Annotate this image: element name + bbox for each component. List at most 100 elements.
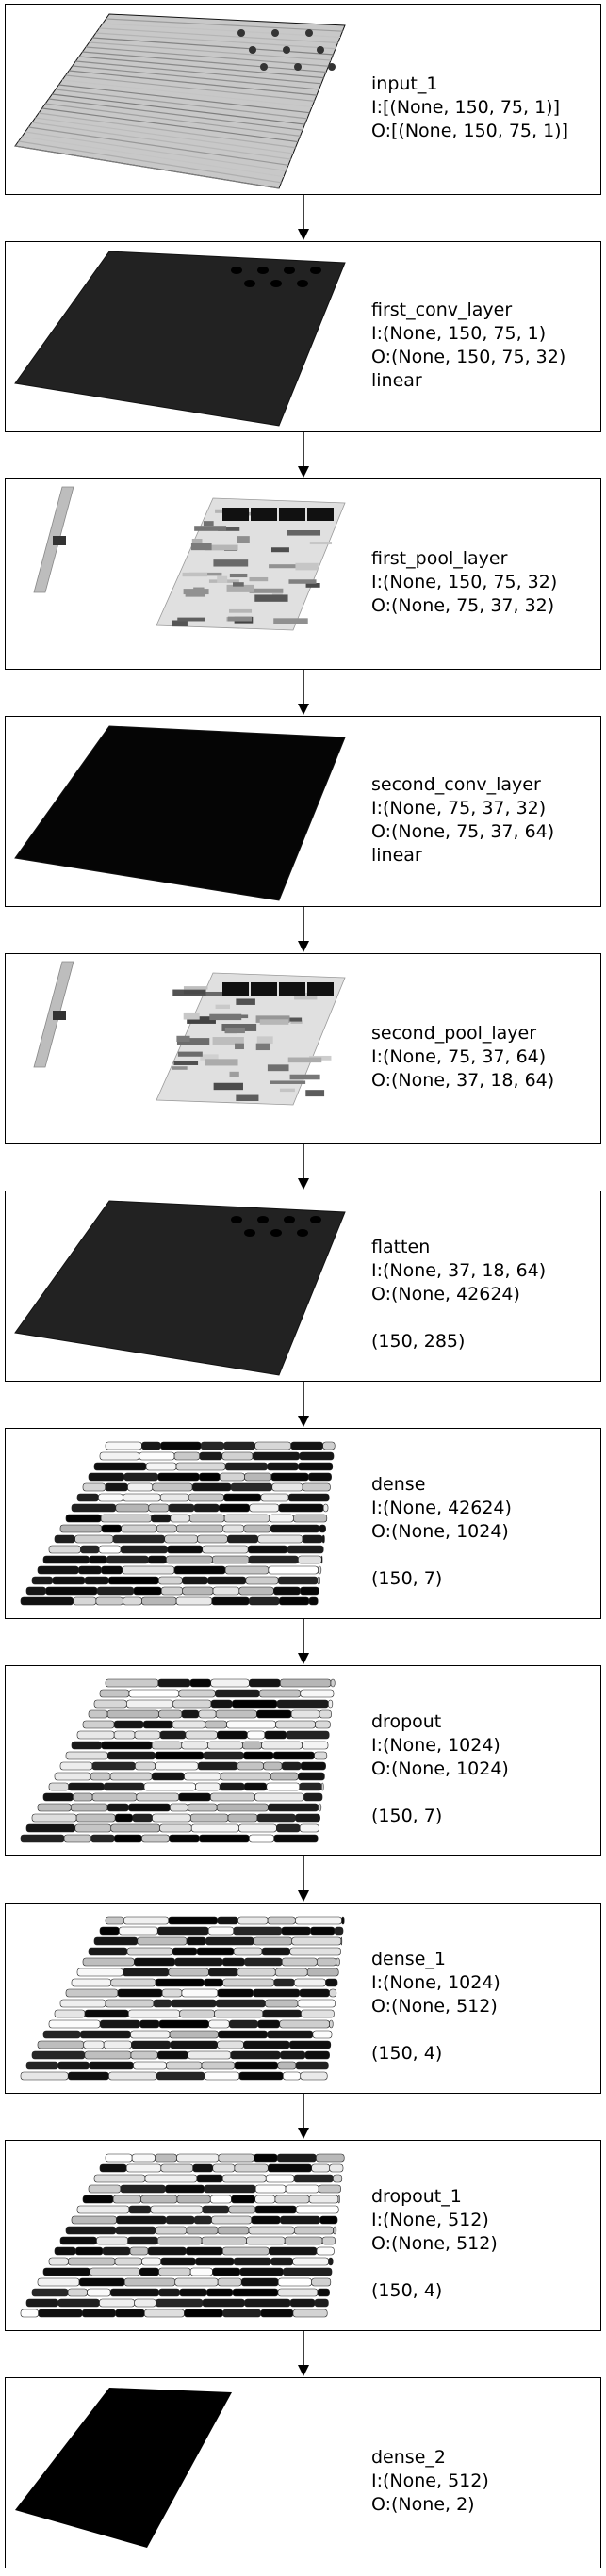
activation-segment (302, 1482, 331, 1492)
layer-name: input_1 (371, 73, 438, 94)
grid-line (35, 117, 294, 154)
activation-segment (205, 1936, 254, 1946)
activation-segment (281, 1761, 302, 1771)
layer-box: first_conv_layer I:(None, 150, 75, 1) O:(N… (5, 241, 601, 432)
pool-cell (236, 998, 255, 1005)
activation-segment (106, 1555, 149, 1564)
pool-cell (183, 1012, 200, 1020)
activation-segment (333, 2226, 337, 2235)
activation-segment (101, 1524, 122, 1533)
activation-segment (134, 1957, 175, 1967)
pool-cell (269, 564, 302, 569)
activation-segment (207, 1576, 247, 1585)
activation-segment (270, 1524, 320, 1533)
activation-segment (96, 2236, 128, 2245)
activation-segment (139, 2267, 159, 2276)
pool-cell (305, 582, 320, 588)
pool-dark-cell (279, 508, 305, 521)
activation-segment (113, 1730, 136, 1740)
activation-segment (150, 2205, 204, 2214)
activation-segment (88, 2184, 122, 2194)
activation-segment (93, 2174, 146, 2183)
activation-segment (106, 1751, 156, 1760)
activation-segment (152, 1813, 191, 1823)
layer-label: dropout I:(None, 1024) O:(None, 1024) (150,… (371, 1710, 602, 1828)
activation-segment (186, 2246, 223, 2256)
activation-segment (224, 1462, 268, 1471)
layer-name: second_conv_layer (371, 774, 541, 795)
feature-blob (284, 1216, 295, 1223)
activation-segment (57, 2298, 100, 2308)
activation-segment (63, 1834, 91, 1843)
activation-segment (218, 1503, 251, 1513)
activation-segment (99, 1689, 130, 1698)
activation-segment (234, 2061, 279, 2070)
pool-cell (229, 573, 248, 578)
pool-cell (288, 579, 317, 584)
pool-cell (249, 576, 269, 582)
activation-segment (112, 1534, 166, 1544)
pool-cell (187, 1016, 216, 1024)
activation-segment (164, 1534, 198, 1544)
activation-segment (114, 1813, 134, 1823)
activation-segment (115, 1503, 150, 1513)
activation-segment (328, 2257, 334, 2266)
activation-segment (115, 2226, 156, 2235)
activation-segment (223, 1514, 270, 1523)
pool-cell (309, 542, 333, 545)
activation-segment (91, 1792, 138, 1802)
activation-segment (268, 1565, 319, 1575)
activation-segment (270, 1772, 299, 1781)
activation-segment (48, 2019, 101, 2029)
pool-dark-cell (251, 508, 277, 521)
activation-segment (105, 2153, 133, 2163)
activation-segment (258, 1689, 302, 1698)
activation-segment (202, 2298, 245, 2308)
input-shape: I:(None, 150, 75, 32) (371, 572, 558, 592)
layer-box: dense I:(None, 42624) O:(None, 1024) (150, … (5, 1428, 601, 1619)
pool-cell (287, 1057, 322, 1063)
activation-segment (151, 1514, 172, 1523)
layer-name: first_conv_layer (371, 300, 513, 320)
activation-segment (317, 2288, 330, 2297)
activation-segment (234, 2163, 269, 2173)
activation-segment (185, 1730, 218, 1740)
activation-segment (328, 1699, 334, 1709)
activation-segment (129, 2246, 149, 2256)
pool-cell (183, 589, 209, 595)
output-shape: O:(None, 2) (371, 2494, 475, 2515)
activation-segment (152, 1482, 193, 1492)
activation-segment (330, 1678, 336, 1688)
activation-segment (65, 1751, 108, 1760)
activation-segment (286, 1730, 330, 1740)
activation-segment (189, 1678, 212, 1688)
activation-segment (98, 1493, 123, 1502)
activation-segment (299, 1823, 319, 1833)
activation-segment (100, 1514, 152, 1523)
activation-segment (123, 1472, 158, 1482)
activation-segment (141, 1441, 161, 1450)
feature-blob (257, 1216, 269, 1223)
activation-segment (219, 1782, 245, 1791)
activation-segment (231, 2195, 256, 2204)
activation: linear (371, 370, 422, 391)
feature-blob (284, 267, 295, 274)
activation-segment (161, 1988, 183, 1998)
activation-segment (37, 2040, 85, 2049)
flow-arrow (298, 1856, 309, 1902)
activation-segment (71, 1503, 117, 1513)
activation-segment (318, 1565, 322, 1575)
activation-segment (228, 2019, 258, 2029)
pool-cell (227, 616, 253, 622)
activation-segment (244, 1957, 283, 1967)
activation-segment (292, 2309, 328, 2318)
grid-line (85, 46, 329, 67)
feature-blob (310, 267, 321, 274)
activation-segment (196, 2174, 223, 2183)
activation-segment (140, 2195, 178, 2204)
activation-segment (98, 1545, 122, 1554)
activation-segment (302, 1534, 323, 1544)
input-shape: I:(None, 1024) (371, 1735, 500, 1756)
activation-segment (134, 2298, 156, 2308)
activation-segment (105, 1678, 159, 1688)
